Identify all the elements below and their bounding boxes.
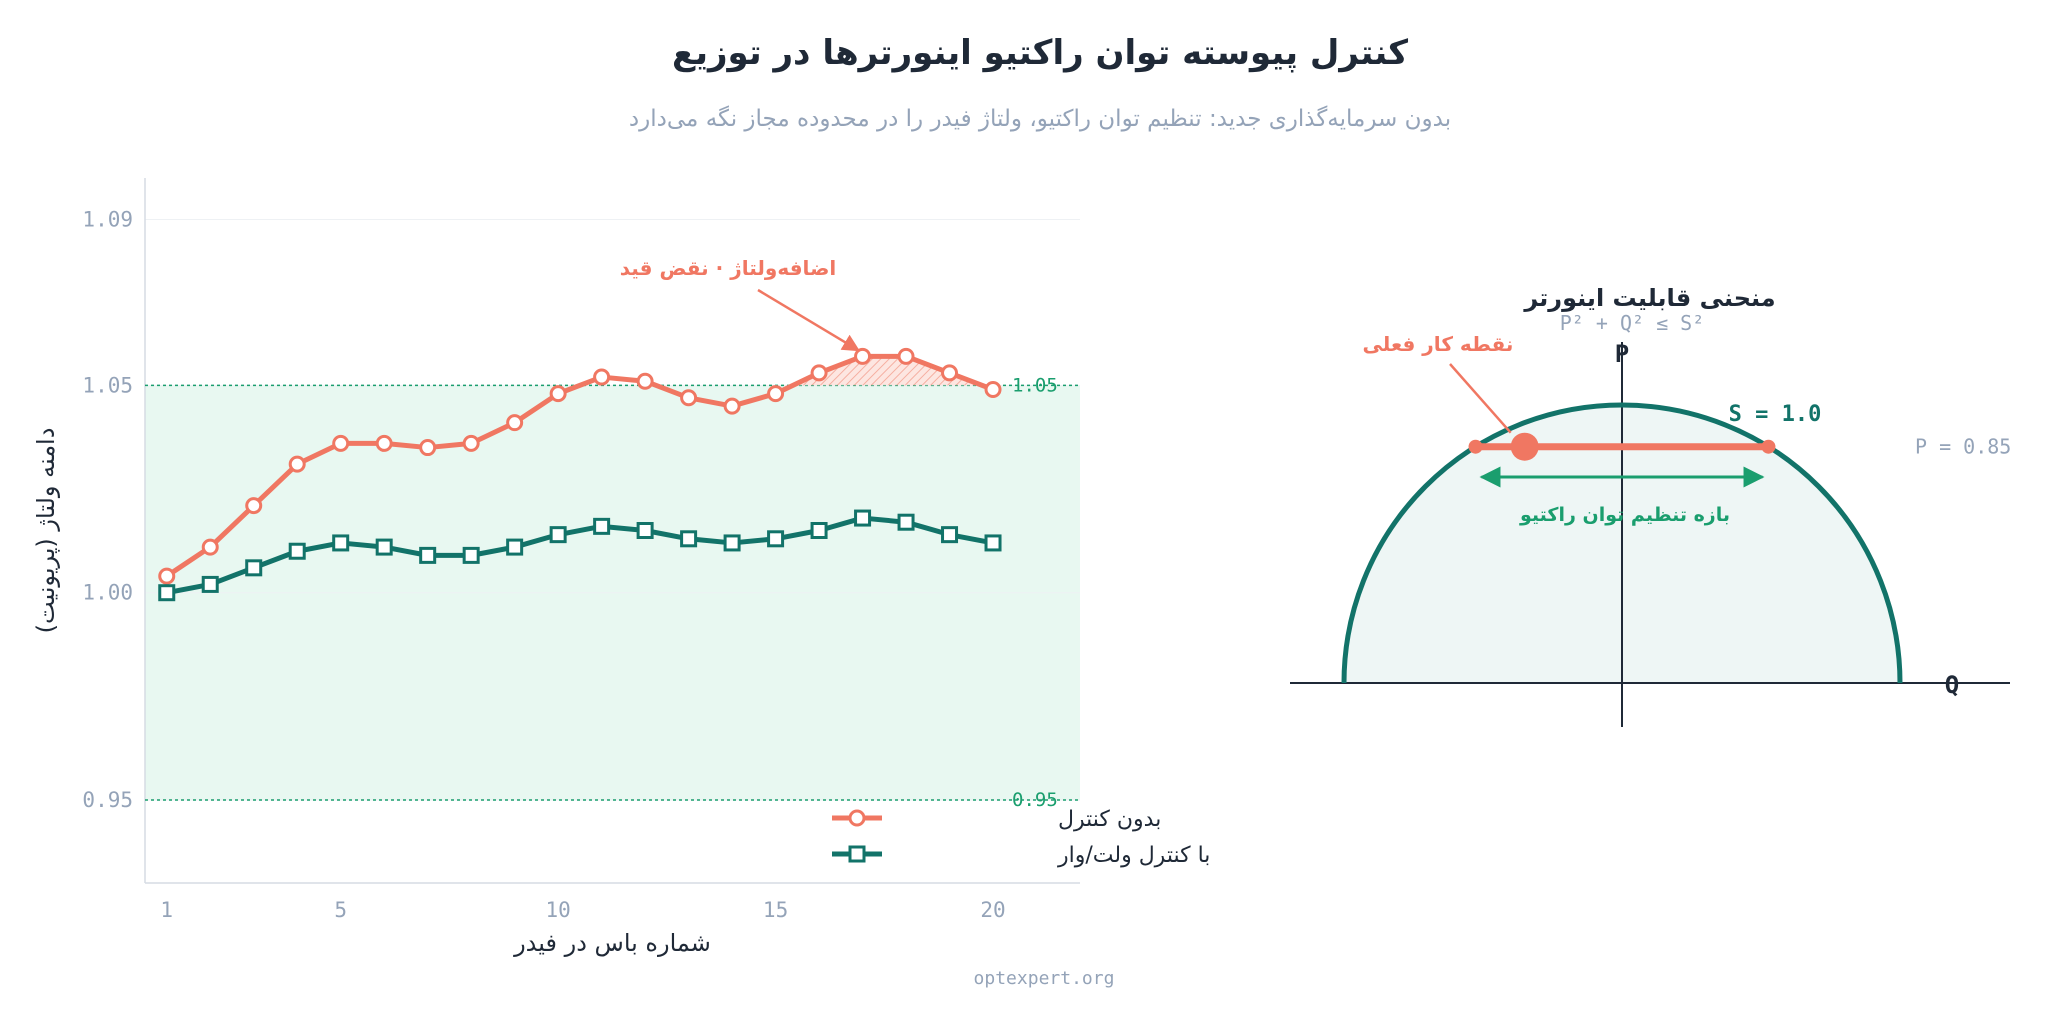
series-2-point [332,534,350,552]
series-1-point [767,385,785,403]
range-end-left [1468,439,1483,454]
x-tick-labels: 1 5 10 15 20 [160,898,1005,922]
series-1-point [549,385,567,403]
series-2-point [941,526,959,544]
overvoltage-shaded-area [792,356,983,386]
series-2-point [288,542,306,560]
voltage-profile-chart: 1.05 0.95 0.951.001.051.09 1 5 10 15 20 دامن… [32,178,1210,957]
capability-arc [1341,402,1903,684]
page-title: کنترل پیوسته توان راکتیو اینورترها در تو… [672,33,1408,73]
series-2-point [201,575,219,593]
series-1-point [375,434,393,452]
reactive-range-label: بازه تنظیم توان راکتیو [1519,504,1730,526]
x-tick-label: 15 [763,898,788,922]
range-end-right [1761,439,1776,454]
series-layer [158,347,1002,602]
x-axis-label: شماره باس در فیدر [513,929,711,957]
p-level-label: P = 0.85 [1915,435,2011,459]
series-1-point [245,497,263,515]
series-2-point [158,584,176,602]
series-1-point [506,414,524,432]
series-1-point [158,567,176,585]
series-1-point [419,439,437,457]
legend-marker-1 [848,809,866,827]
series-1-point [854,347,872,365]
y-tick-label: 1.09 [82,207,133,231]
y-tick-label: 1.05 [82,373,133,397]
x-tick-label: 20 [980,898,1005,922]
annotation-arrow [757,288,861,352]
operating-point [1510,432,1539,461]
series-2-point [897,513,915,531]
y-axis-label: دامنه ولتاژ (پریونیت) [32,428,60,634]
series-1-point [288,455,306,473]
series-1-point [810,364,828,382]
series-2-point [375,538,393,556]
series-2-point [680,530,698,548]
diagram-title: منحنی قابلیت اینورتر [1523,284,1775,312]
upper-limit-label: 1.05 [1012,374,1058,396]
series-2-point [419,546,437,564]
series-2-point [593,517,611,535]
y-tick-labels: 0.95 1.00 1.05 1.09 [82,207,133,812]
diagram-equation: P² + Q² ≤ S² [1560,311,1705,335]
series-1-point [462,434,480,452]
legend-marker-2 [848,845,866,863]
series-2-point [462,546,480,564]
series-1-point [941,364,959,382]
source-credit: optexpert.org [974,968,1115,989]
chart-legend: بدون کنترل با کنترل ولت/وار [832,807,1210,868]
series-1-point [332,434,350,452]
series-2-point [723,534,741,552]
series-2-point [245,559,263,577]
series-2-point [984,534,1002,552]
lower-limit-label: 0.95 [1012,789,1058,811]
series-2-point [810,522,828,539]
legend-label-1: بدون کنترل [1058,807,1161,832]
series-1-point [984,381,1002,398]
operating-point-pointer [1449,363,1512,434]
series-1-point [897,347,915,365]
p-axis-label: P [1615,340,1629,368]
inverter-capability-diagram: P Q منحنی قابلیت اینورتر P² + Q² ≤ S² S … [1290,284,2011,727]
x-tick-label: 5 [334,898,347,922]
series-1-point [680,389,698,407]
series-1-point [593,368,611,386]
page-subtitle: بدون سرمایه‌گذاری جدید: تنظیم توان راکتی… [629,105,1451,132]
series-2-point [636,522,654,539]
series-1-point [723,397,741,415]
series-1-point [201,538,219,556]
series-2-point [549,526,567,544]
series-1-point [636,372,654,390]
series-2-point [854,509,872,527]
x-tick-label: 1 [160,898,173,922]
s-rating-label: S = 1.0 [1729,402,1822,427]
series-2-point [767,530,785,548]
series-2-point [506,538,524,556]
y-tick-label: 1.00 [82,581,133,605]
operating-point-label: نقطه کار فعلی [1363,332,1514,356]
q-axis-label: Q [1945,671,1959,699]
y-tick-label: 0.95 [82,788,133,812]
legend-label-2: با کنترل ولت/وار [1057,843,1210,868]
x-tick-label: 10 [545,898,570,922]
overvoltage-annotation: اضافه‌ولتاژ · نقض قید [620,256,837,280]
